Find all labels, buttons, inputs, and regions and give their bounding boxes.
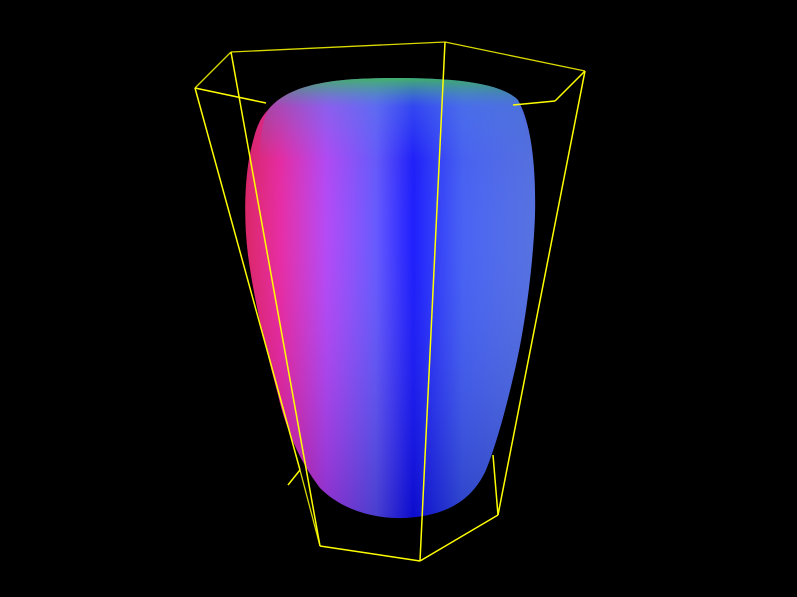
- tongue-surface[interactable]: [245, 78, 536, 519]
- bounding-box-back: [194, 41, 586, 547]
- bounding-box-front: [194, 41, 586, 562]
- surface-shading: [245, 78, 536, 519]
